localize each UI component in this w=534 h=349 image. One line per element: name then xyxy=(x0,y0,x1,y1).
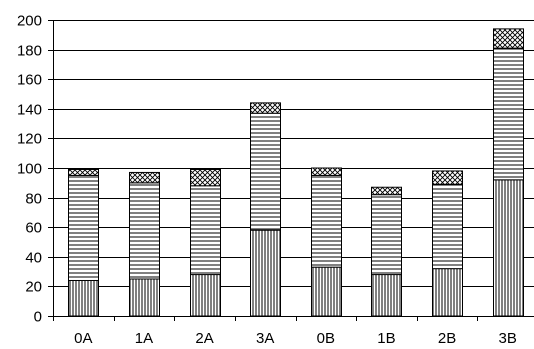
x-tick-label: 2A xyxy=(195,330,213,347)
x-tick-label: 1A xyxy=(135,330,153,347)
bar-segment-1B-crosshatch xyxy=(371,186,402,196)
x-tick-label: 1B xyxy=(377,330,395,347)
bar-segment-3B-vertical-lines xyxy=(493,179,524,317)
bar-segment-1A-vertical-lines xyxy=(129,278,160,317)
bars xyxy=(68,28,524,317)
bar-segment-2A-vertical-lines xyxy=(190,274,221,317)
bar-segment-3B-crosshatch xyxy=(493,28,524,49)
bar-segment-3B-horizontal-lines xyxy=(493,47,524,181)
y-tick-label: 180 xyxy=(17,43,42,60)
y-tick-label: 160 xyxy=(17,72,42,89)
x-tick-label: 0B xyxy=(317,330,335,347)
y-tick-label: 80 xyxy=(25,191,42,208)
y-tick-label: 100 xyxy=(17,161,42,178)
x-tick-label: 2B xyxy=(438,330,456,347)
bar-segment-1B-vertical-lines xyxy=(371,274,402,317)
bar-segment-0B-vertical-lines xyxy=(311,266,342,317)
bar-segment-1B-horizontal-lines xyxy=(371,194,402,276)
y-tick-label: 20 xyxy=(25,279,42,296)
bar-segment-0A-vertical-lines xyxy=(68,279,99,317)
bar-segment-0A-horizontal-lines xyxy=(68,174,99,281)
bar-segment-3A-horizontal-lines xyxy=(250,112,281,231)
x-tick-label: 0A xyxy=(74,330,92,347)
y-tick-label: 60 xyxy=(25,220,42,237)
y-tick-label: 40 xyxy=(25,250,42,267)
bar-segment-0B-crosshatch xyxy=(311,167,342,176)
bar-segment-1A-crosshatch xyxy=(129,171,160,184)
y-tick-label: 140 xyxy=(17,102,42,119)
x-tick-label: 3A xyxy=(256,330,274,347)
bar-segment-2B-horizontal-lines xyxy=(432,183,463,270)
y-tick-label: 0 xyxy=(34,309,42,326)
bar-segment-0A-crosshatch xyxy=(68,168,99,176)
bar-segment-2B-crosshatch xyxy=(432,170,463,185)
bar-segment-1A-horizontal-lines xyxy=(129,182,160,280)
y-tick-label: 200 xyxy=(17,13,42,30)
bar-segment-0B-horizontal-lines xyxy=(311,174,342,268)
bar-segment-2B-vertical-lines xyxy=(432,268,463,317)
bar-segment-2A-crosshatch xyxy=(190,168,221,187)
x-tick-labels: 0A 1A 2A 3A 0B 1B 2B 3B xyxy=(74,330,517,347)
bar-segment-3A-crosshatch xyxy=(250,102,281,114)
y-tick-label: 120 xyxy=(17,131,42,148)
axes xyxy=(48,20,534,321)
y-tick-labels: 0 20 40 60 80 100 120 140 160 180 200 xyxy=(17,13,42,326)
bar-segment-2A-horizontal-lines xyxy=(190,185,221,276)
x-tick-label: 3B xyxy=(499,330,517,347)
bar-segment-3A-vertical-lines xyxy=(250,229,281,317)
